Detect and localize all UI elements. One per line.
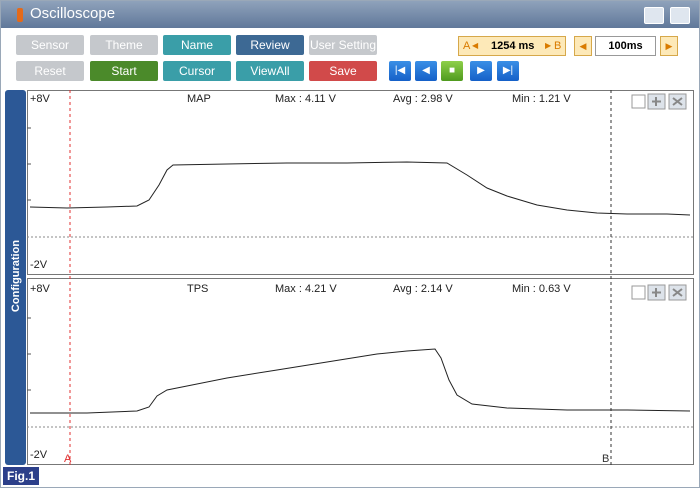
- x-icon: [672, 97, 683, 297]
- nav-prev[interactable]: ◀: [415, 61, 437, 81]
- side-tab[interactable]: [5, 90, 26, 465]
- window-title: Oscilloscope: [30, 5, 116, 22]
- scale-top-label: +8V: [30, 93, 51, 105]
- toolbar-button[interactable]: User Setting: [309, 35, 377, 55]
- panel-frame: [27, 278, 694, 465]
- scale-bottom-label: -2V: [30, 449, 48, 461]
- channel-name: TPS: [187, 283, 208, 295]
- channel-name: MAP: [187, 93, 211, 105]
- arrow-icon: ◀: [472, 41, 479, 50]
- channel-avg: Avg : 2.14 V: [393, 283, 453, 295]
- cursor-a-label: A: [64, 453, 72, 465]
- channel-avg: Avg : 2.98 V: [393, 93, 453, 105]
- toolbar-button[interactable]: Start: [90, 61, 158, 81]
- time-div-input[interactable]: 100ms: [595, 36, 656, 56]
- toolbar-button[interactable]: Save: [309, 61, 377, 81]
- time-increase[interactable]: ▶: [660, 36, 678, 56]
- channel-checkbox[interactable]: [631, 94, 646, 109]
- waveform: [30, 348, 691, 414]
- plus-icon: [652, 97, 661, 297]
- plot-area: +8V MAP Max : 4.11 V Avg : 2.98 V Min : 1.21…: [27, 90, 694, 465]
- cursor-b-label: B: [602, 453, 609, 465]
- toolbar-button[interactable]: Cursor: [163, 61, 231, 81]
- cursor-time-value: 1254 ms: [491, 40, 535, 52]
- figure-label: Fig.1: [3, 467, 39, 485]
- channel-min: Min : 0.63 V: [512, 283, 571, 295]
- channel-max: Max : 4.21 V: [275, 283, 337, 295]
- cursor-a-label: A: [463, 40, 471, 52]
- title-bar: [1, 1, 699, 28]
- toolbar-button[interactable]: Reset: [16, 61, 84, 81]
- waveform: [29, 161, 691, 216]
- arrow-icon: ▶: [545, 41, 552, 50]
- toolbar-button[interactable]: ViewAll: [236, 61, 304, 81]
- scale-top-label: +8V: [30, 283, 51, 295]
- channel-checkbox[interactable]: [631, 285, 646, 300]
- menu-button[interactable]: [670, 7, 690, 24]
- nav-first[interactable]: |◀: [389, 61, 411, 81]
- toolbar-button[interactable]: Name: [163, 35, 231, 55]
- channel-min: Min : 1.21 V: [512, 93, 571, 105]
- toolbar-button[interactable]: Review: [236, 35, 304, 55]
- panel-frame: [27, 90, 694, 275]
- side-tab-label: Configuration: [10, 239, 22, 313]
- channel-max: Max : 4.11 V: [275, 93, 337, 105]
- time-decrease[interactable]: ◀: [574, 36, 592, 56]
- nav-next[interactable]: ▶: [470, 61, 492, 81]
- nav-stop[interactable]: ■: [441, 61, 463, 81]
- cursor-b-label: B: [554, 40, 562, 52]
- scale-bottom-label: -2V: [30, 259, 48, 271]
- nav-last[interactable]: ▶|: [497, 61, 519, 81]
- app-icon: [17, 8, 23, 22]
- cursor-time-box: A ◀ 1254 ms ▶ B: [458, 36, 566, 56]
- toolbar-button[interactable]: Sensor: [16, 35, 84, 55]
- toolbar-button[interactable]: Theme: [90, 35, 158, 55]
- window-button[interactable]: [644, 7, 664, 24]
